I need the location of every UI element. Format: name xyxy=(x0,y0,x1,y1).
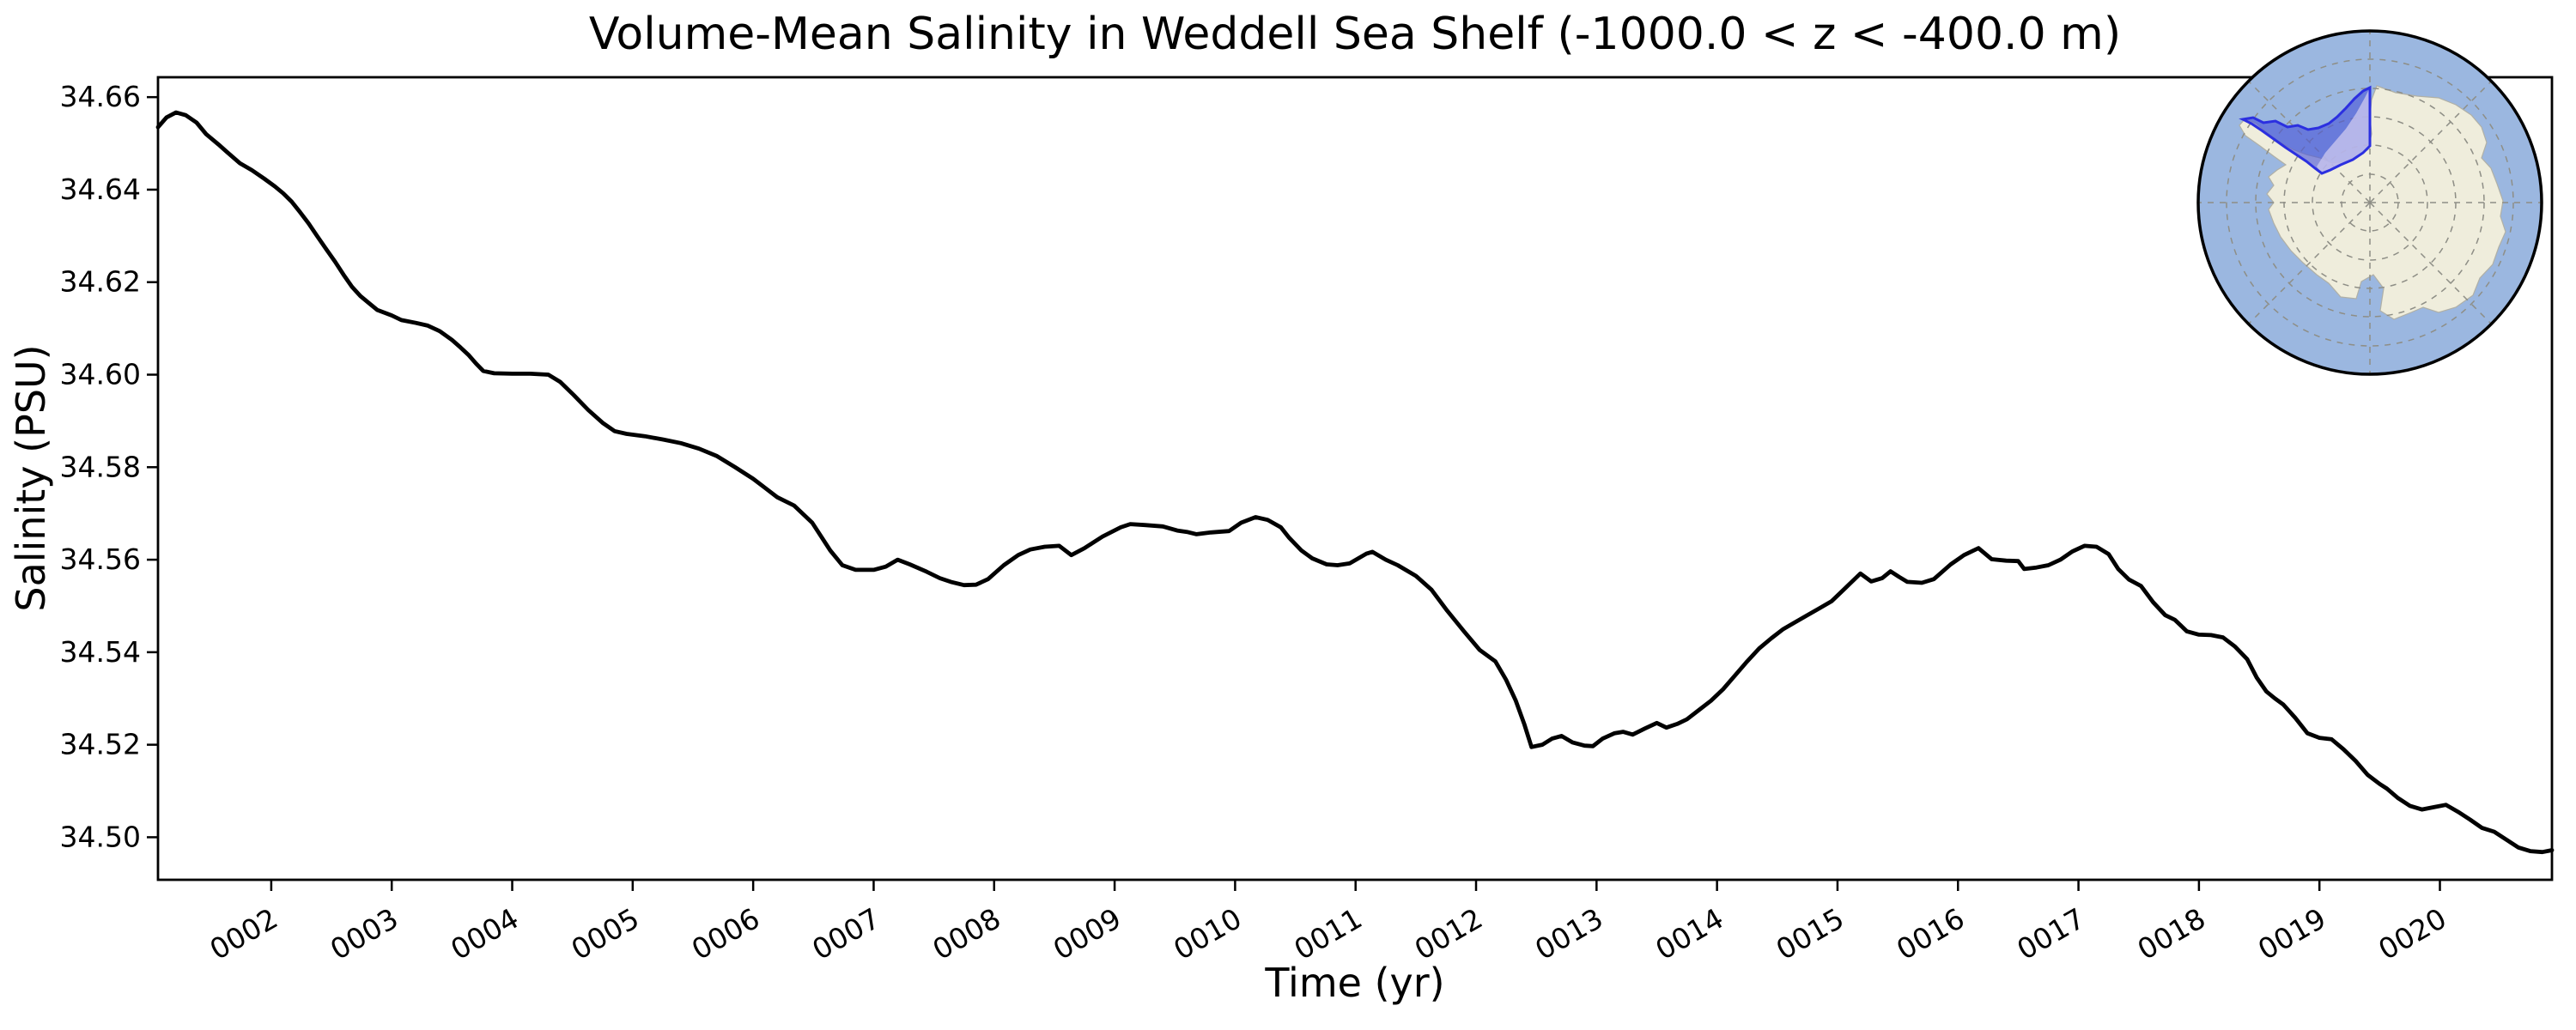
x-tick-label: 0007 xyxy=(806,901,885,966)
x-tick-label: 0006 xyxy=(686,901,765,966)
map-graticule-circle xyxy=(2226,58,2514,347)
plot-border xyxy=(156,76,2554,882)
y-tick-label: 34.56 xyxy=(60,542,141,576)
y-tick-label: 34.58 xyxy=(60,450,141,483)
salinity-line xyxy=(155,110,2555,855)
x-tick-label: 0013 xyxy=(1529,901,1608,966)
map-graticule-meridian xyxy=(2248,202,2371,324)
x-tick-label: 0016 xyxy=(1891,901,1970,966)
x-axis-label: Time (yr) xyxy=(1265,960,1445,1006)
x-tick-label: 0003 xyxy=(325,901,404,966)
x-tick-label: 0009 xyxy=(1048,901,1127,966)
x-tick-label: 0017 xyxy=(2011,901,2090,966)
map-graticule-circle xyxy=(2312,144,2428,261)
map-graticule-meridian xyxy=(2369,81,2492,203)
map-graticule-meridian xyxy=(2369,202,2492,324)
x-tick-label: 0018 xyxy=(2132,901,2211,966)
y-tick-label: 34.66 xyxy=(60,80,141,113)
chart-title: Volume-Mean Salinity in Weddell Sea Shel… xyxy=(588,9,2122,60)
y-tick-label: 34.60 xyxy=(60,358,141,391)
x-tick-label: 0014 xyxy=(1649,901,1728,966)
x-tick-label: 0019 xyxy=(2252,901,2331,966)
x-tick-label: 0020 xyxy=(2372,901,2451,966)
x-tick-label: 0005 xyxy=(566,901,645,966)
inset-map xyxy=(2196,29,2543,376)
x-tick-label: 0012 xyxy=(1409,901,1488,966)
x-tick-label: 0011 xyxy=(1288,901,1367,966)
map-region-border xyxy=(2239,85,2372,175)
map-rim xyxy=(2196,29,2543,376)
x-tick-label: 0004 xyxy=(445,901,524,966)
x-tick-label: 0002 xyxy=(204,901,283,966)
x-tick-label: 0015 xyxy=(1771,901,1850,966)
x-tick-label: 0008 xyxy=(927,901,1006,966)
y-tick-label: 34.52 xyxy=(60,728,141,761)
y-tick-label: 34.50 xyxy=(60,820,141,853)
y-tick-label: 34.54 xyxy=(60,635,141,669)
y-axis-label: Salinity (PSU) xyxy=(8,344,54,612)
x-tick-label: 0010 xyxy=(1168,901,1247,966)
y-tick-label: 34.64 xyxy=(60,173,141,206)
y-tick-label: 34.62 xyxy=(60,265,141,299)
map-region-overlay xyxy=(2317,88,2370,173)
